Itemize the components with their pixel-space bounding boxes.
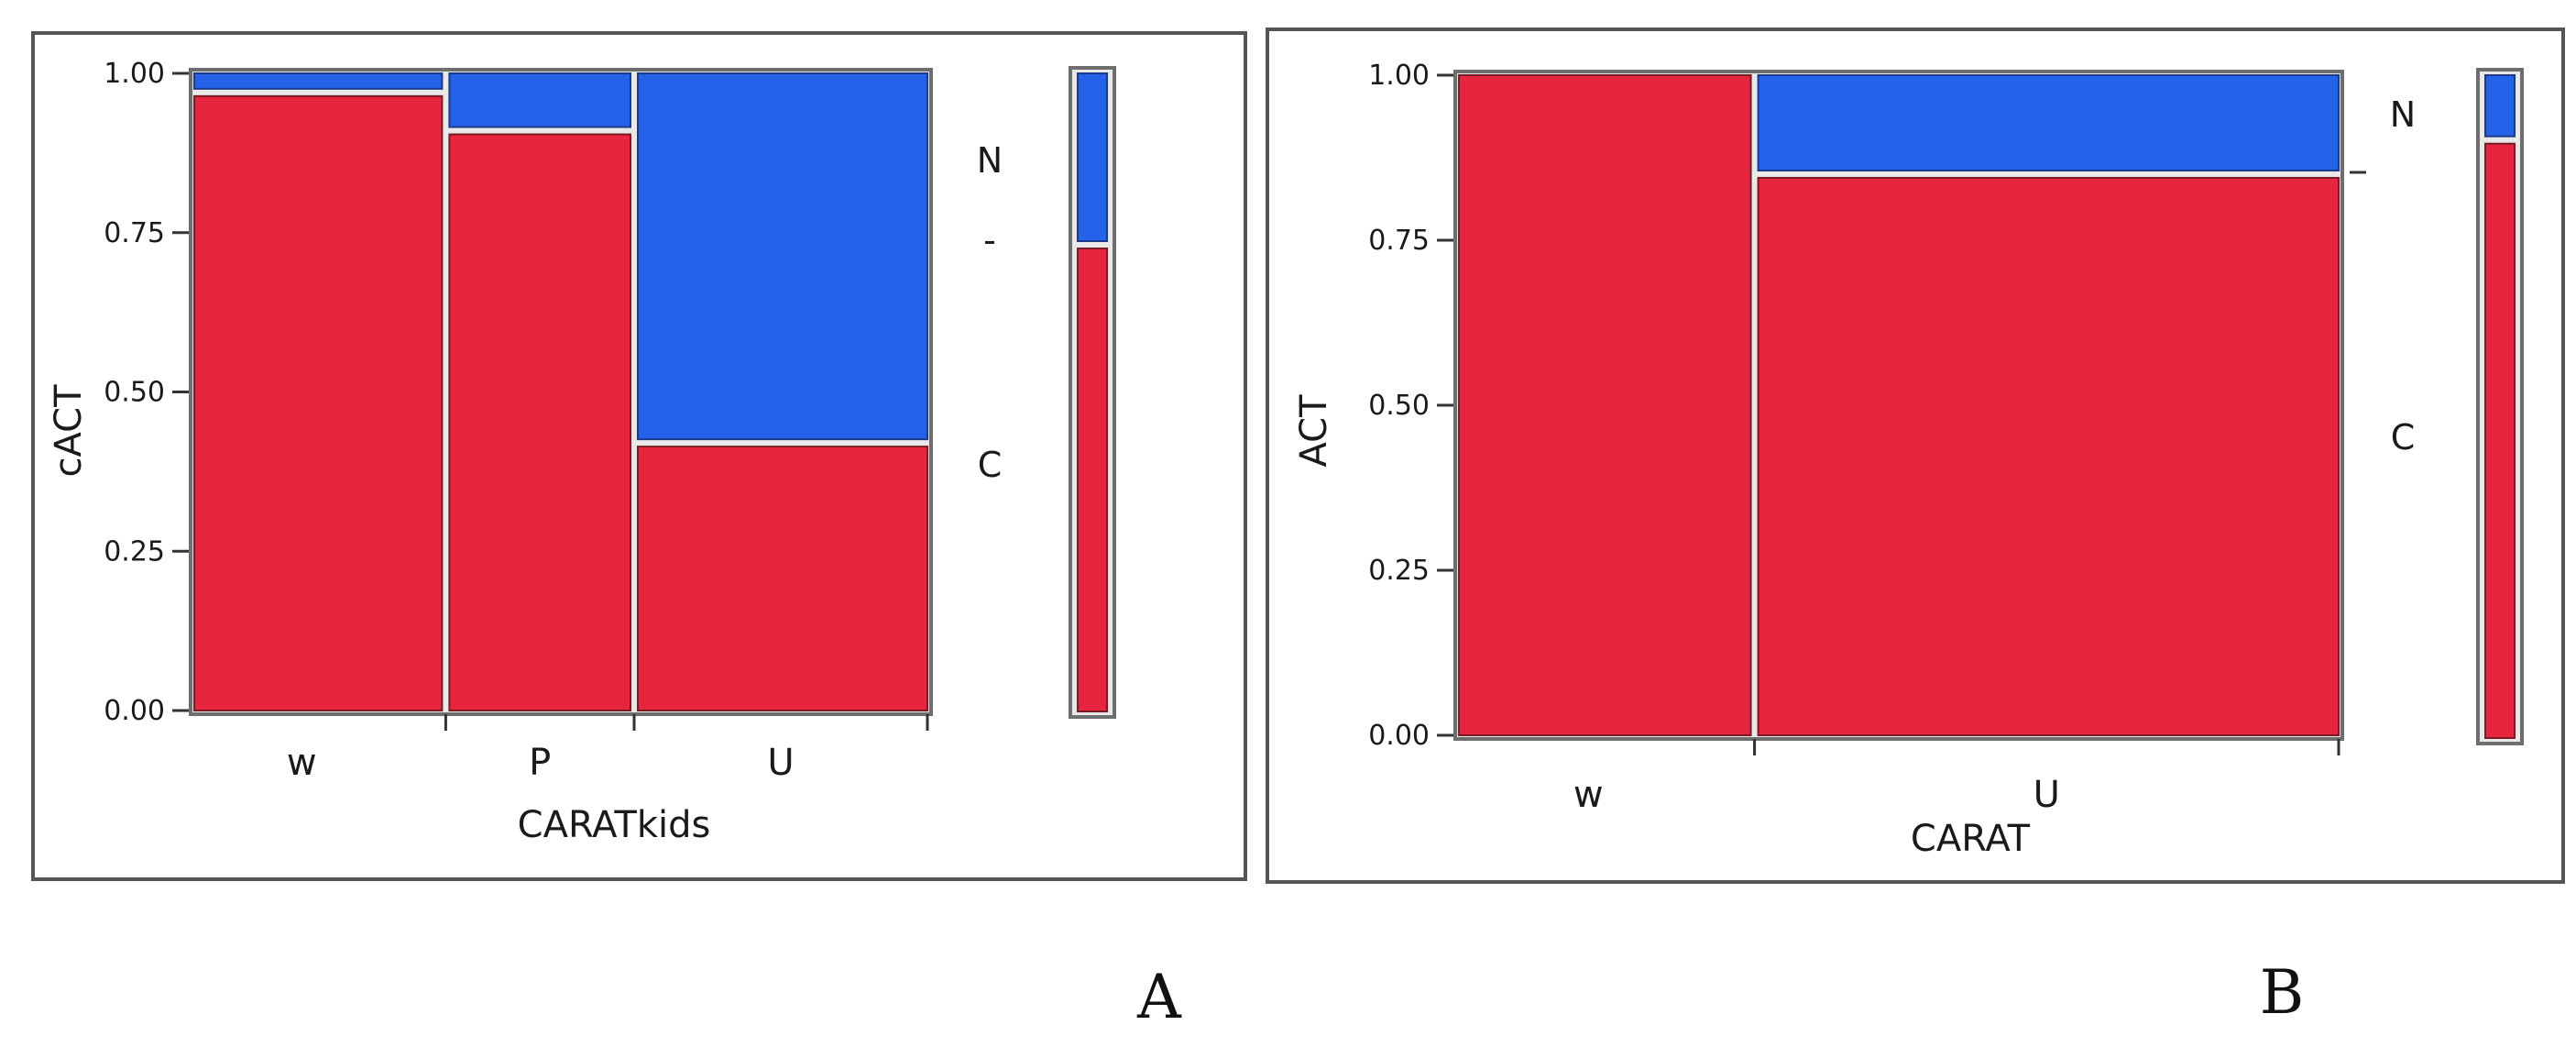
panel-b-side-label-N: N [2390,94,2416,135]
panel-a-segment-P-C [448,133,631,712]
panel-b-segment-U-C [1757,177,2340,736]
panel-a-category-label: U [767,742,794,784]
panel-a-ytick-label: 1.00 [104,58,165,90]
chart-panel-b: 0.00 0.25 0.50 0.75 1.00 w U N C [1368,60,2524,816]
panel-b-overall-N [2484,74,2516,138]
panel-b-xlabel: CARAT [1911,818,2031,860]
panel-a-ytick-label: 0.50 [104,377,165,409]
panel-b-ytick-label: 1.00 [1368,60,1430,92]
panel-a-category-label: P [529,742,551,784]
panel-a-overall-C [1077,248,1108,712]
panel-b-ytick-label: 0.00 [1368,720,1430,752]
panel-b-segment-w-C [1458,74,1752,736]
panel-a-ytick-label: 0.75 [104,217,165,249]
panel-b-ytick-label: 0.25 [1368,555,1430,587]
panel-a-ytick-label: 0.25 [104,535,165,568]
panel-a-segment-P-N [448,72,631,128]
panel-a-ylabel: cACT [48,384,90,478]
panel-b-ytick-label: 0.75 [1368,225,1430,257]
panel-a-segment-w-N [193,72,444,90]
panel-a-ytick-label: 0.00 [104,695,165,727]
panel-b-side-label-C: C [2391,417,2416,457]
chart-panel-a: 0.00 0.25 0.50 0.75 1.00 w P U N - C [104,58,1116,784]
panel-b-category-label: w [1573,774,1604,816]
panel-b-label: B [2260,957,2305,1028]
panel-a-segment-U-C [637,446,928,711]
panel-a-side-label-dash: - [983,220,996,260]
panel-b-overall-C [2484,142,2516,739]
panel-a-side-label-N: N [977,140,1003,181]
panel-b-ytick-label: 0.50 [1368,390,1430,422]
panel-a-xlabel: CARATkids [518,804,711,846]
panel-a-label: A [1136,962,1182,1032]
panel-b-category-label: U [2033,774,2060,816]
panel-a-side-label-C: C [978,445,1003,485]
panel-a-segment-U-N [637,72,928,441]
panel-b-ylabel: ACT [1293,394,1335,468]
panel-a-overall-N [1077,72,1108,242]
panel-a-category-label: w [287,742,317,784]
panel-b-segment-U-N [1757,74,2340,171]
panel-a-segment-w-C [193,94,444,712]
